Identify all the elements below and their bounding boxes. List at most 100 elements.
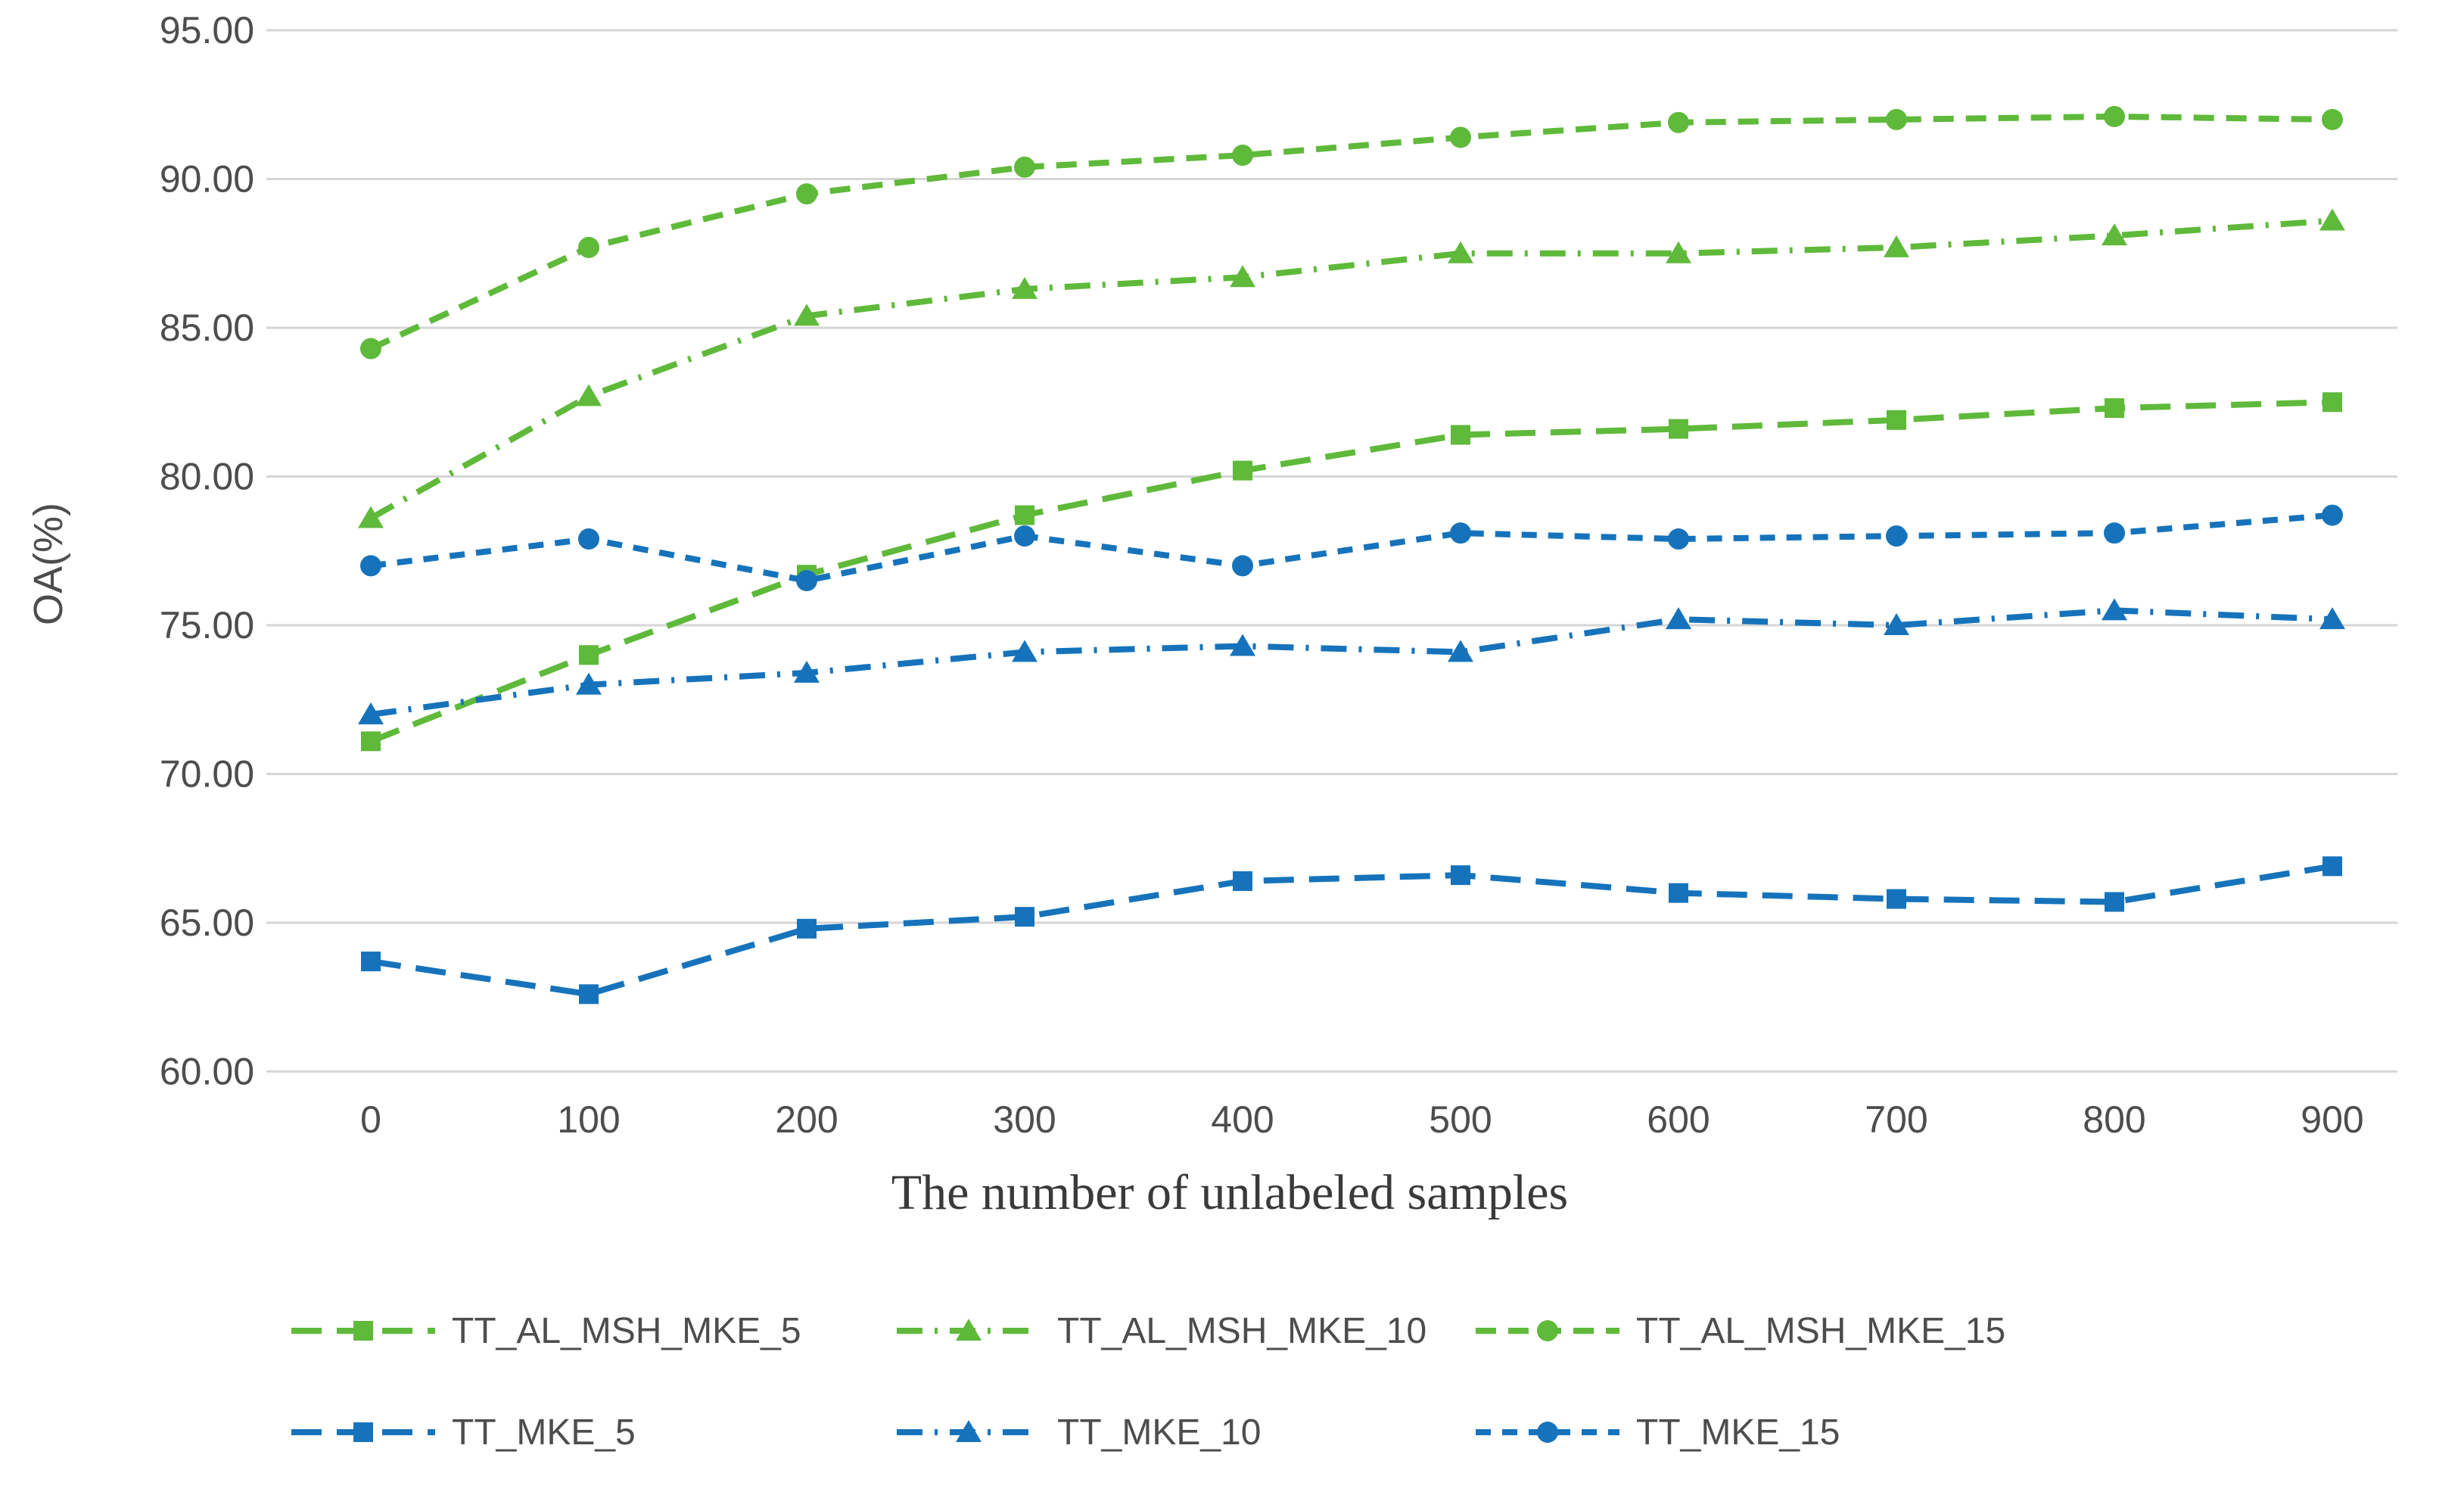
legend-label: TT_MKE_15 bbox=[1636, 1413, 1840, 1453]
series-marker-TT_AL_MSH_MKE_10 bbox=[358, 506, 384, 528]
series-marker-TT_AL_MSH_MKE_5 bbox=[2322, 392, 2342, 413]
series-marker-TT_AL_MSH_MKE_5 bbox=[1451, 425, 1470, 445]
series-marker-TT_MKE_10 bbox=[1230, 634, 1255, 656]
series-marker-TT_AL_MSH_MKE_10 bbox=[2102, 223, 2127, 246]
y-axis-title: OA(%) bbox=[26, 503, 71, 625]
x-tick-label: 200 bbox=[775, 1098, 838, 1141]
y-tick-label: 70.00 bbox=[160, 753, 254, 796]
x-tick-label: 0 bbox=[360, 1098, 381, 1141]
series-TT_AL_MSH_MKE_5 bbox=[361, 392, 2342, 752]
series-marker-TT_MKE_15 bbox=[578, 528, 599, 550]
series-marker-TT_AL_MSH_MKE_10 bbox=[1666, 241, 1691, 263]
x-tick-label: 500 bbox=[1429, 1098, 1492, 1141]
series-marker-TT_AL_MSH_MKE_15 bbox=[1014, 156, 1035, 178]
legend-label: TT_MKE_10 bbox=[1057, 1413, 1261, 1453]
series-marker-TT_AL_MSH_MKE_10 bbox=[1448, 241, 1473, 263]
series-line-TT_AL_MSH_MKE_15 bbox=[369, 113, 2333, 352]
legend-item-TT_AL_MSH_MKE_5: TT_AL_MSH_MKE_5 bbox=[291, 1311, 801, 1351]
series-marker-TT_AL_MSH_MKE_15 bbox=[2104, 105, 2125, 127]
series-marker-TT_MKE_5 bbox=[1233, 871, 1252, 891]
series-marker-TT_AL_MSH_MKE_10 bbox=[576, 384, 602, 406]
series-marker-TT_AL_MSH_MKE_5 bbox=[1669, 419, 1688, 439]
y-tick-label: 90.00 bbox=[160, 158, 254, 201]
series-marker-TT_AL_MSH_MKE_10 bbox=[794, 304, 820, 326]
series-marker-TT_AL_MSH_MKE_5 bbox=[2105, 398, 2124, 419]
series-marker-TT_MKE_10 bbox=[1012, 640, 1038, 662]
series-marker-TT_AL_MSH_MKE_15 bbox=[1886, 108, 1907, 130]
series-marker-TT_AL_MSH_MKE_10 bbox=[1884, 235, 1909, 257]
series-line-TT_MKE_5 bbox=[370, 863, 2333, 998]
series-marker-TT_MKE_15 bbox=[1450, 522, 1471, 544]
series-marker-TT_AL_MSH_MKE_5 bbox=[1015, 505, 1034, 525]
x-axis-title: The number of unlabeled samples bbox=[891, 1165, 1569, 1220]
series-marker-TT_MKE_15 bbox=[360, 555, 381, 577]
series-marker-TT_MKE_10 bbox=[1666, 607, 1691, 630]
legend-item-TT_MKE_5: TT_MKE_5 bbox=[291, 1413, 636, 1453]
series-TT_MKE_5 bbox=[361, 856, 2342, 1005]
legend-square-icon bbox=[353, 1422, 373, 1442]
series-marker-TT_AL_MSH_MKE_15 bbox=[1450, 126, 1471, 148]
series-marker-TT_MKE_10 bbox=[2102, 598, 2127, 621]
series-TT_AL_MSH_MKE_10 bbox=[358, 208, 2345, 528]
series-marker-TT_MKE_5 bbox=[1887, 889, 1906, 909]
series-marker-TT_AL_MSH_MKE_15 bbox=[360, 338, 381, 360]
series-marker-TT_MKE_5 bbox=[2322, 856, 2342, 877]
series-line-TT_MKE_10 bbox=[370, 607, 2333, 718]
series-marker-TT_MKE_15 bbox=[796, 570, 817, 592]
y-tick-label: 80.00 bbox=[160, 456, 254, 498]
series-line-TT_AL_MSH_MKE_10 bbox=[369, 217, 2333, 522]
series-marker-TT_AL_MSH_MKE_10 bbox=[1012, 276, 1038, 299]
series-marker-TT_MKE_5 bbox=[1015, 907, 1034, 927]
series-marker-TT_MKE_15 bbox=[1232, 555, 1253, 577]
series-marker-TT_MKE_10 bbox=[2319, 607, 2345, 630]
series-marker-TT_MKE_10 bbox=[794, 660, 820, 683]
x-tick-label: 700 bbox=[1865, 1098, 1927, 1141]
legend-label: TT_MKE_5 bbox=[452, 1413, 636, 1453]
series-marker-TT_AL_MSH_MKE_15 bbox=[578, 236, 599, 258]
series-marker-TT_MKE_5 bbox=[579, 984, 599, 1005]
series-marker-TT_AL_MSH_MKE_15 bbox=[796, 183, 817, 205]
series-marker-TT_AL_MSH_MKE_5 bbox=[1887, 410, 1906, 430]
series-marker-TT_MKE_15 bbox=[2322, 504, 2343, 526]
series-marker-TT_MKE_5 bbox=[797, 918, 817, 939]
legend-item-TT_MKE_10: TT_MKE_10 bbox=[897, 1413, 1261, 1453]
series-marker-TT_MKE_10 bbox=[358, 702, 384, 724]
legend-label: TT_AL_MSH_MKE_5 bbox=[452, 1311, 801, 1351]
y-tick-label: 65.00 bbox=[160, 902, 254, 944]
legend-label: TT_AL_MSH_MKE_10 bbox=[1057, 1311, 1426, 1351]
series-marker-TT_AL_MSH_MKE_15 bbox=[2322, 108, 2343, 130]
series-line-TT_MKE_15 bbox=[370, 512, 2333, 584]
legend-item-TT_MKE_15: TT_MKE_15 bbox=[1476, 1413, 1840, 1453]
x-tick-label: 300 bbox=[993, 1098, 1056, 1141]
series-marker-TT_MKE_15 bbox=[1668, 528, 1689, 550]
series-marker-TT_MKE_15 bbox=[1886, 525, 1907, 547]
x-tick-label: 400 bbox=[1211, 1098, 1274, 1141]
series-marker-TT_AL_MSH_MKE_5 bbox=[1233, 460, 1252, 481]
series-marker-TT_MKE_5 bbox=[1669, 883, 1688, 903]
x-tick-label: 900 bbox=[2301, 1098, 2363, 1141]
series-marker-TT_MKE_5 bbox=[2105, 892, 2124, 912]
series-TT_MKE_10 bbox=[358, 598, 2345, 724]
series-marker-TT_AL_MSH_MKE_5 bbox=[579, 645, 599, 665]
series-marker-TT_MKE_10 bbox=[1448, 640, 1473, 662]
series-marker-TT_AL_MSH_MKE_5 bbox=[361, 731, 381, 752]
series-marker-TT_MKE_15 bbox=[2104, 522, 2125, 544]
legend-circle-icon bbox=[1537, 1422, 1558, 1443]
y-tick-label: 60.00 bbox=[160, 1051, 254, 1093]
y-tick-label: 85.00 bbox=[160, 307, 254, 349]
series-line-TT_AL_MSH_MKE_5 bbox=[369, 399, 2333, 744]
y-tick-label: 75.00 bbox=[160, 604, 254, 646]
series-marker-TT_AL_MSH_MKE_10 bbox=[2319, 208, 2345, 231]
legend-item-TT_AL_MSH_MKE_10: TT_AL_MSH_MKE_10 bbox=[897, 1311, 1426, 1351]
series-marker-TT_AL_MSH_MKE_10 bbox=[1230, 265, 1255, 288]
series-marker-TT_AL_MSH_MKE_15 bbox=[1668, 111, 1689, 133]
series-marker-TT_MKE_5 bbox=[1451, 865, 1470, 886]
series-marker-TT_MKE_10 bbox=[576, 672, 602, 695]
legend-square-icon bbox=[353, 1321, 373, 1341]
x-tick-label: 600 bbox=[1647, 1098, 1710, 1141]
series-marker-TT_MKE_15 bbox=[1014, 525, 1035, 547]
legend-triangle-icon bbox=[956, 1420, 982, 1442]
legend-circle-icon bbox=[1537, 1320, 1558, 1341]
